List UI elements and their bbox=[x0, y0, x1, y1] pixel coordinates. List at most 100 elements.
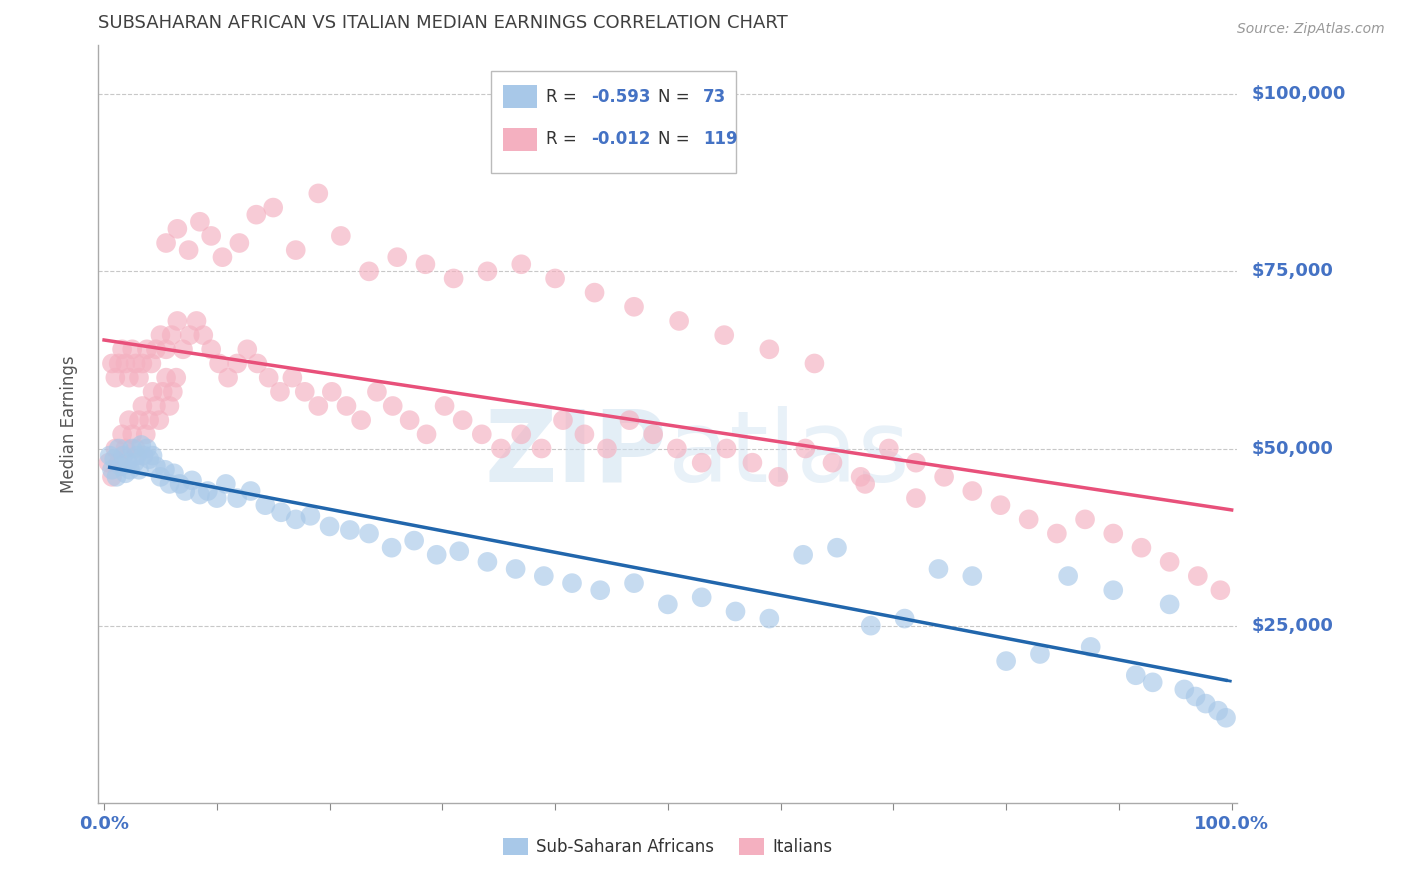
Point bbox=[228, 235, 250, 250]
Point bbox=[226, 356, 249, 370]
Point bbox=[181, 474, 204, 488]
Point bbox=[118, 463, 141, 477]
Point bbox=[148, 413, 170, 427]
Point bbox=[1029, 647, 1052, 661]
Point bbox=[246, 356, 269, 370]
Point bbox=[1209, 583, 1232, 598]
Point bbox=[893, 611, 915, 625]
Point bbox=[366, 384, 388, 399]
Point bbox=[294, 384, 316, 399]
Point bbox=[138, 413, 160, 427]
Point bbox=[110, 459, 132, 474]
Point bbox=[166, 222, 188, 236]
Point bbox=[690, 456, 713, 470]
Point bbox=[1215, 711, 1237, 725]
Point bbox=[927, 562, 949, 576]
Point bbox=[112, 449, 135, 463]
Point bbox=[107, 356, 129, 370]
Point bbox=[768, 470, 790, 484]
Point bbox=[163, 467, 186, 481]
Point bbox=[477, 264, 499, 278]
Point bbox=[489, 442, 512, 456]
Point bbox=[533, 569, 555, 583]
Point bbox=[1074, 512, 1097, 526]
Point bbox=[551, 413, 574, 427]
Point bbox=[118, 370, 141, 384]
Point bbox=[124, 456, 146, 470]
Point bbox=[1187, 569, 1209, 583]
Text: N =: N = bbox=[658, 130, 695, 148]
Point bbox=[132, 449, 155, 463]
Point bbox=[254, 498, 277, 512]
Text: R =: R = bbox=[546, 130, 582, 148]
Point bbox=[131, 356, 153, 370]
Point bbox=[510, 257, 533, 271]
Point bbox=[350, 413, 373, 427]
Point bbox=[583, 285, 606, 300]
Point bbox=[381, 399, 404, 413]
Point bbox=[179, 328, 201, 343]
Point bbox=[307, 186, 329, 201]
Text: N =: N = bbox=[658, 87, 695, 106]
Point bbox=[177, 243, 200, 257]
Point bbox=[1173, 682, 1195, 697]
Point bbox=[794, 442, 817, 456]
Text: R =: R = bbox=[546, 87, 582, 106]
Point bbox=[125, 449, 148, 463]
Text: $100,000: $100,000 bbox=[1251, 86, 1346, 103]
Point bbox=[200, 228, 222, 243]
Point bbox=[510, 427, 533, 442]
Point bbox=[197, 483, 219, 498]
Point bbox=[443, 271, 465, 285]
Point bbox=[1057, 569, 1080, 583]
Point bbox=[932, 470, 955, 484]
Point bbox=[1046, 526, 1069, 541]
Point bbox=[239, 483, 262, 498]
Point bbox=[128, 370, 150, 384]
Point bbox=[321, 384, 343, 399]
Point bbox=[128, 463, 150, 477]
Point bbox=[619, 413, 641, 427]
Point bbox=[217, 370, 239, 384]
Point bbox=[121, 442, 143, 456]
Text: SUBSAHARAN AFRICAN VS ITALIAN MEDIAN EARNINGS CORRELATION CHART: SUBSAHARAN AFRICAN VS ITALIAN MEDIAN EAR… bbox=[98, 14, 789, 32]
Point bbox=[141, 384, 163, 399]
Point bbox=[1159, 598, 1181, 612]
Point bbox=[118, 413, 141, 427]
Point bbox=[172, 343, 194, 357]
Point bbox=[339, 523, 361, 537]
Point bbox=[121, 427, 143, 442]
Point bbox=[995, 654, 1018, 668]
Point bbox=[505, 562, 527, 576]
Text: 119: 119 bbox=[703, 130, 738, 148]
Point bbox=[415, 427, 437, 442]
Point bbox=[853, 477, 876, 491]
Point bbox=[398, 413, 420, 427]
Point bbox=[990, 498, 1012, 512]
Point bbox=[381, 541, 404, 555]
Text: -0.012: -0.012 bbox=[592, 130, 651, 148]
Point bbox=[141, 356, 163, 370]
Point bbox=[155, 370, 177, 384]
Text: 73: 73 bbox=[703, 87, 727, 106]
Point bbox=[561, 576, 583, 591]
Point bbox=[623, 300, 645, 314]
Point bbox=[135, 442, 157, 456]
Point bbox=[145, 399, 167, 413]
Point bbox=[269, 384, 291, 399]
Point bbox=[404, 533, 426, 548]
Point bbox=[821, 456, 844, 470]
Point bbox=[153, 463, 176, 477]
Point bbox=[657, 598, 679, 612]
Point bbox=[131, 399, 153, 413]
Point bbox=[544, 271, 567, 285]
Point bbox=[262, 201, 284, 215]
Point bbox=[665, 442, 688, 456]
Point bbox=[451, 413, 474, 427]
Point bbox=[160, 328, 183, 343]
Point bbox=[471, 427, 494, 442]
Text: Source: ZipAtlas.com: Source: ZipAtlas.com bbox=[1237, 22, 1385, 37]
Text: $75,000: $75,000 bbox=[1251, 262, 1333, 280]
Point bbox=[713, 328, 735, 343]
Point bbox=[859, 618, 882, 632]
